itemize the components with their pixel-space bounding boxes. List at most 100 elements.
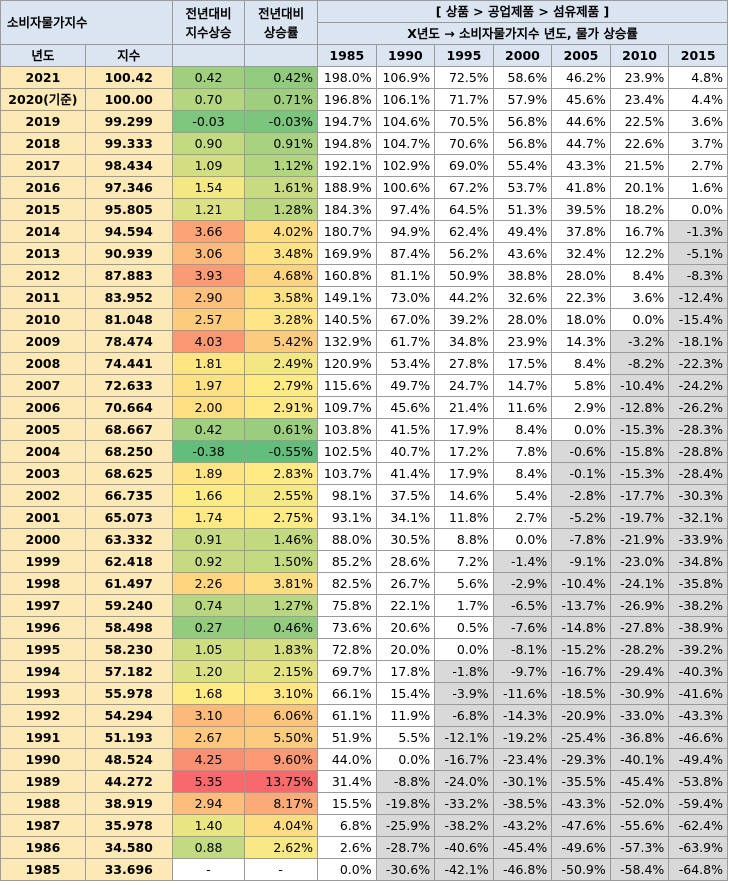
growth-rate-cell: 0.5%: [434, 616, 494, 639]
yoy-rate-cell: 4.04%: [244, 814, 319, 837]
growth-rate-cell: -6.8%: [434, 704, 494, 727]
index-cell: 58.230: [84, 638, 173, 661]
growth-rate-cell: 7.8%: [492, 440, 553, 463]
table-row: 2018 99.333 0.90 0.91% 194.8% 104.7% 70.6% 56.8…: [0, 132, 728, 155]
growth-rate-cell: -45.4%: [609, 770, 670, 793]
growth-rate-cell: 149.1%: [317, 286, 377, 309]
growth-rate-cell: 3.6%: [668, 110, 728, 133]
yoy-rate-cell: 3.81%: [244, 572, 319, 595]
growth-rate-cell: 31.4%: [317, 770, 377, 793]
growth-rate-cell: 8.4%: [492, 462, 553, 485]
growth-rate-cell: 85.2%: [317, 550, 377, 573]
yoy-rate-cell: 1.46%: [244, 528, 319, 551]
index-cell: 48.524: [84, 748, 173, 771]
growth-rate-cell: 26.7%: [375, 572, 436, 595]
growth-rate-cell: -30.1%: [492, 770, 553, 793]
growth-rate-cell: -14.8%: [551, 616, 611, 639]
growth-rate-cell: 87.4%: [375, 242, 436, 265]
growth-rate-cell: 44.0%: [317, 748, 377, 771]
growth-rate-cell: 23.4%: [609, 88, 670, 111]
growth-rate-cell: -43.3%: [551, 792, 611, 815]
table-header: 소비자물가지수 전년대비 지수상승 전년대비 상승률 [ 상품 > 공업제품 >…: [0, 0, 728, 67]
growth-rate-cell: 100.6%: [375, 176, 436, 199]
table-row: 2012 87.883 3.93 4.68% 160.8% 81.1% 50.9% 38.8%…: [0, 264, 728, 287]
growth-rate-cell: 62.4%: [434, 220, 494, 243]
growth-rate-cell: -5.2%: [551, 506, 611, 529]
growth-rate-cell: 51.9%: [317, 726, 377, 749]
growth-rate-cell: -0.1%: [551, 462, 611, 485]
growth-rate-cell: 17.9%: [434, 418, 494, 441]
year-cell: 1996: [0, 616, 86, 639]
yoy-rate-cell: -0.55%: [244, 440, 319, 463]
yoy-rate-cell: -0.03%: [244, 110, 319, 133]
growth-rate-cell: 102.9%: [375, 154, 436, 177]
yoy-index-cell: 1.20: [171, 660, 246, 683]
year-cell: 2020(기준): [0, 88, 86, 111]
yoy-index-header: 전년대비 지수상승: [171, 0, 246, 45]
growth-rate-cell: -29.3%: [551, 748, 611, 771]
base-year-header: 2000: [492, 44, 553, 67]
table-row: 2001 65.073 1.74 2.75% 93.1% 34.1% 11.8% 2.7% -5…: [0, 506, 728, 529]
growth-rate-cell: 0.0%: [609, 308, 670, 331]
yoy-rate-cell: 3.28%: [244, 308, 319, 331]
yoy-index-cell: 0.74: [171, 594, 246, 617]
yoy-rate-cell: 4.68%: [244, 264, 319, 287]
growth-rate-cell: 180.7%: [317, 220, 377, 243]
index-cell: 100.42: [84, 66, 173, 89]
index-cell: 59.240: [84, 594, 173, 617]
growth-rate-cell: 15.5%: [317, 792, 377, 815]
table-row: 1987 35.978 1.40 4.04% 6.8% -25.9% -38.2% -43.2…: [0, 814, 728, 837]
growth-rate-cell: 43.6%: [492, 242, 553, 265]
growth-rate-cell: -28.7%: [375, 836, 436, 859]
growth-rate-cell: 67.0%: [375, 308, 436, 331]
growth-rate-cell: -13.7%: [551, 594, 611, 617]
year-cell: 1997: [0, 594, 86, 617]
year-cell: 2019: [0, 110, 86, 133]
cpi-title-header: 소비자물가지수: [0, 0, 173, 45]
growth-rate-cell: -27.8%: [609, 616, 670, 639]
growth-rate-cell: -15.8%: [609, 440, 670, 463]
growth-rate-cell: -30.3%: [668, 484, 728, 507]
growth-rate-cell: 75.8%: [317, 594, 377, 617]
growth-rate-cell: -36.8%: [609, 726, 670, 749]
growth-rate-cell: -64.8%: [668, 858, 728, 881]
table-row: 1993 55.978 1.68 3.10% 66.1% 15.4% -3.9% -11.6%…: [0, 682, 728, 705]
yoy-rate-cell: 6.06%: [244, 704, 319, 727]
growth-rate-cell: 45.6%: [375, 396, 436, 419]
growth-rate-cell: -3.2%: [609, 330, 670, 353]
growth-rate-cell: -25.9%: [375, 814, 436, 837]
growth-rate-cell: 17.8%: [375, 660, 436, 683]
growth-rate-cell: 34.1%: [375, 506, 436, 529]
growth-rate-cell: 71.7%: [434, 88, 494, 111]
yoy-index-cell: -0.38: [171, 440, 246, 463]
growth-rate-cell: -38.5%: [492, 792, 553, 815]
growth-rate-cell: 8.8%: [434, 528, 494, 551]
year-cell: 1986: [0, 836, 86, 859]
growth-rate-cell: 132.9%: [317, 330, 377, 353]
growth-rate-cell: -26.2%: [668, 396, 728, 419]
yoy-index-cell: 0.91: [171, 528, 246, 551]
yoy-index-cell: 3.10: [171, 704, 246, 727]
growth-rate-cell: 72.5%: [434, 66, 494, 89]
growth-rate-cell: -26.9%: [609, 594, 670, 617]
growth-rate-cell: 73.6%: [317, 616, 377, 639]
growth-rate-cell: 56.2%: [434, 242, 494, 265]
growth-rate-cell: -59.4%: [668, 792, 728, 815]
index-cell: 97.346: [84, 176, 173, 199]
growth-rate-cell: 32.4%: [551, 242, 611, 265]
year-cell: 2013: [0, 242, 86, 265]
yoy-index-cell: 1.97: [171, 374, 246, 397]
yoy-index-cell: 1.21: [171, 198, 246, 221]
yoy-index-cell: 2.57: [171, 308, 246, 331]
index-cell: 98.434: [84, 154, 173, 177]
growth-rate-cell: 120.9%: [317, 352, 377, 375]
growth-rate-cell: 5.5%: [375, 726, 436, 749]
yoy-index-cell: 1.54: [171, 176, 246, 199]
index-cell: 100.00: [84, 88, 173, 111]
growth-rate-cell: -35.8%: [668, 572, 728, 595]
growth-rate-cell: -33.0%: [609, 704, 670, 727]
yoy-rate-cell: 5.50%: [244, 726, 319, 749]
table-row: 2014 94.594 3.66 4.02% 180.7% 94.9% 62.4% 49.4%…: [0, 220, 728, 243]
growth-rate-cell: 34.8%: [434, 330, 494, 353]
growth-rate-cell: 56.8%: [492, 132, 553, 155]
